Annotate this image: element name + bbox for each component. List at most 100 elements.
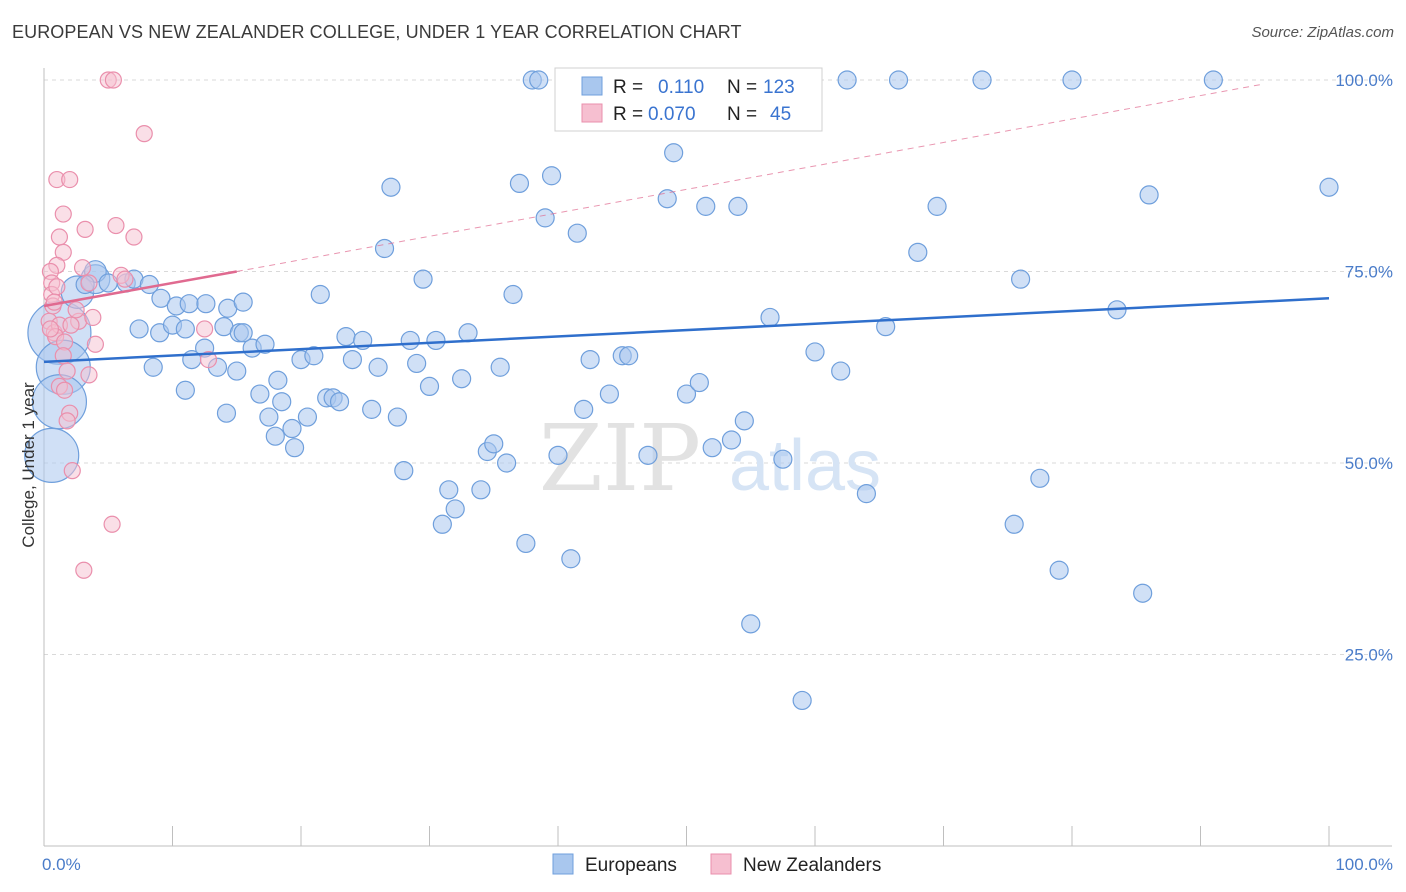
watermark-atlas: atlas [729, 426, 881, 506]
legend-r-new-zealanders: 0.070 [648, 104, 696, 125]
europeans-point [657, 189, 677, 209]
trend-lines [43, 83, 1330, 364]
axes [43, 68, 1392, 847]
europeans-point [696, 196, 716, 216]
europeans-point [728, 196, 748, 216]
europeans-point [908, 242, 928, 262]
europeans-point [734, 411, 754, 431]
europeans-point [529, 70, 549, 90]
europeans-point [387, 407, 407, 427]
europeans-trend-line [43, 297, 1330, 364]
europeans-point [439, 480, 459, 500]
new-zealanders-point [73, 259, 92, 277]
europeans-point [702, 438, 722, 458]
europeans-point [265, 426, 285, 446]
europeans-point [831, 361, 851, 381]
new-zealanders-point [107, 216, 125, 235]
europeans-point [336, 327, 356, 347]
europeans-point [535, 208, 555, 228]
europeans-point [394, 461, 414, 481]
europeans-points [24, 70, 1339, 711]
legend-n-europeans: 123 [763, 77, 795, 98]
europeans-point [233, 323, 253, 343]
new-zealanders-point [196, 320, 214, 338]
europeans-point [129, 319, 149, 339]
legend-n-label-new-zealanders: N = [727, 104, 757, 125]
grid-lines [44, 79, 1392, 655]
axis-ticks: 25.0% 50.0% 75.0% 100.0% 0.0% 100.0% [42, 71, 1393, 874]
new-zealanders-point [86, 335, 105, 353]
europeans-point [1030, 468, 1050, 488]
bottom-legend-swatch-new-zealanders [710, 853, 732, 875]
europeans-point [227, 361, 247, 381]
watermark: ZIP atlas [539, 405, 881, 512]
europeans-point [484, 434, 504, 454]
europeans-point [773, 449, 793, 469]
new-zealanders-point [61, 170, 79, 189]
europeans-point [407, 353, 427, 374]
new-zealanders-point [41, 320, 60, 338]
new-zealanders-points [40, 71, 218, 579]
new-zealanders-point [58, 412, 76, 430]
europeans-point [445, 499, 465, 519]
new-zealanders-point [103, 515, 121, 533]
x-tick-label-0: 0.0% [42, 855, 81, 874]
europeans-point [837, 70, 857, 90]
legend-r-label-new-zealanders: R = [613, 104, 643, 125]
europeans-point [216, 403, 237, 423]
y-tick-label-50: 50.0% [1345, 454, 1393, 473]
europeans-point [432, 514, 452, 534]
europeans-point [1203, 70, 1223, 90]
europeans-point [368, 357, 388, 377]
new-zealanders-trend-extrapolated [236, 83, 1265, 272]
europeans-point [196, 294, 216, 314]
bottom-legend-europeans: Europeans [585, 855, 677, 876]
europeans-point [1133, 583, 1153, 603]
new-zealanders-point [125, 228, 143, 246]
europeans-point [329, 392, 350, 412]
europeans-point [548, 445, 568, 465]
europeans-point [1062, 70, 1082, 90]
europeans-point [143, 357, 163, 377]
europeans-point [400, 330, 420, 351]
legend-swatch-europeans [581, 76, 603, 96]
new-zealanders-point [58, 362, 76, 380]
bottom-legend-new-zealanders: New Zealanders [743, 855, 881, 876]
europeans-point [516, 533, 536, 554]
europeans-point [676, 384, 697, 404]
new-zealanders-point [54, 205, 72, 223]
europeans-point [888, 70, 909, 90]
europeans-point [541, 166, 562, 186]
bottom-legend-swatch-europeans [552, 853, 574, 875]
europeans-point [721, 430, 742, 450]
europeans-point [175, 319, 195, 339]
legend-n-label-europeans: N = [727, 77, 757, 98]
europeans-point [1139, 185, 1159, 205]
europeans-point [179, 294, 199, 314]
europeans-point [310, 284, 330, 305]
europeans-point [927, 196, 947, 216]
new-zealanders-point [80, 366, 98, 384]
europeans-point [297, 407, 318, 427]
europeans-point [856, 484, 877, 504]
europeans-point [509, 173, 530, 194]
europeans-point [792, 690, 812, 711]
europeans-point [876, 317, 896, 337]
new-zealanders-point [116, 270, 134, 288]
europeans-point [426, 330, 446, 351]
chart-title: EUROPEAN VS NEW ZEALANDER COLLEGE, UNDER… [12, 22, 742, 42]
europeans-point [304, 346, 324, 366]
source-credit: Source: ZipAtlas.com [1251, 24, 1394, 41]
legend-swatch-new-zealanders [581, 103, 603, 123]
new-zealanders-point [62, 316, 80, 334]
europeans-point [268, 370, 288, 390]
new-zealanders-point [84, 308, 102, 327]
europeans-point [1004, 514, 1024, 534]
europeans-point [419, 376, 440, 396]
europeans-point [362, 399, 382, 419]
new-zealanders-point [75, 561, 93, 579]
correlation-legend: R = 0.110 N = 123 R = 0.070 N = 45 [554, 67, 823, 132]
legend-r-label-europeans: R = [613, 77, 643, 98]
europeans-point [413, 269, 433, 289]
